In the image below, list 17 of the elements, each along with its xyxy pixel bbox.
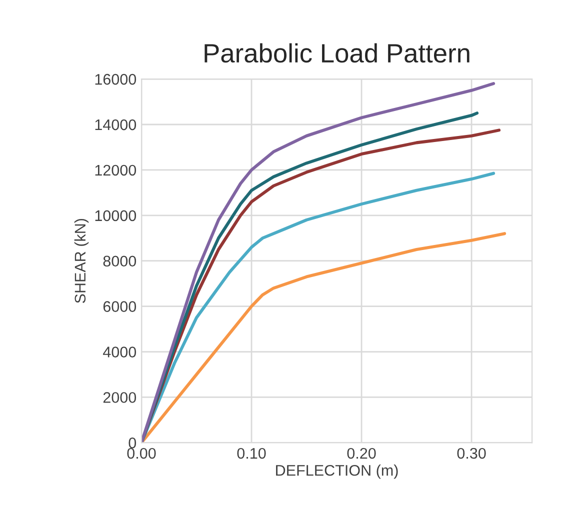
y-tick-label: 0: [128, 438, 136, 448]
y-axis-title: SHEAR (kN): [74, 218, 89, 304]
line-series: [142, 232, 506, 443]
x-tick-label: 0.30: [457, 448, 486, 459]
y-tick-label: 10000: [95, 210, 136, 222]
y-tick-label: 2000: [103, 392, 136, 403]
y-tick-label: 8000: [103, 256, 136, 267]
y-tick-label: 12000: [95, 164, 136, 176]
y-tick-label: 6000: [103, 301, 136, 312]
x-tick-label: 0.20: [347, 448, 376, 459]
y-tick-label: 14000: [95, 119, 136, 130]
chart-title: Parabolic Load Pattern: [204, 43, 470, 63]
x-tick-label: 0.00: [127, 448, 156, 459]
y-tick-label: 16000: [95, 74, 136, 85]
y-tick-label: 4000: [103, 346, 136, 358]
x-tick-label: 0.10: [237, 448, 266, 459]
x-axis-title: DEFLECTION (m): [276, 464, 398, 479]
